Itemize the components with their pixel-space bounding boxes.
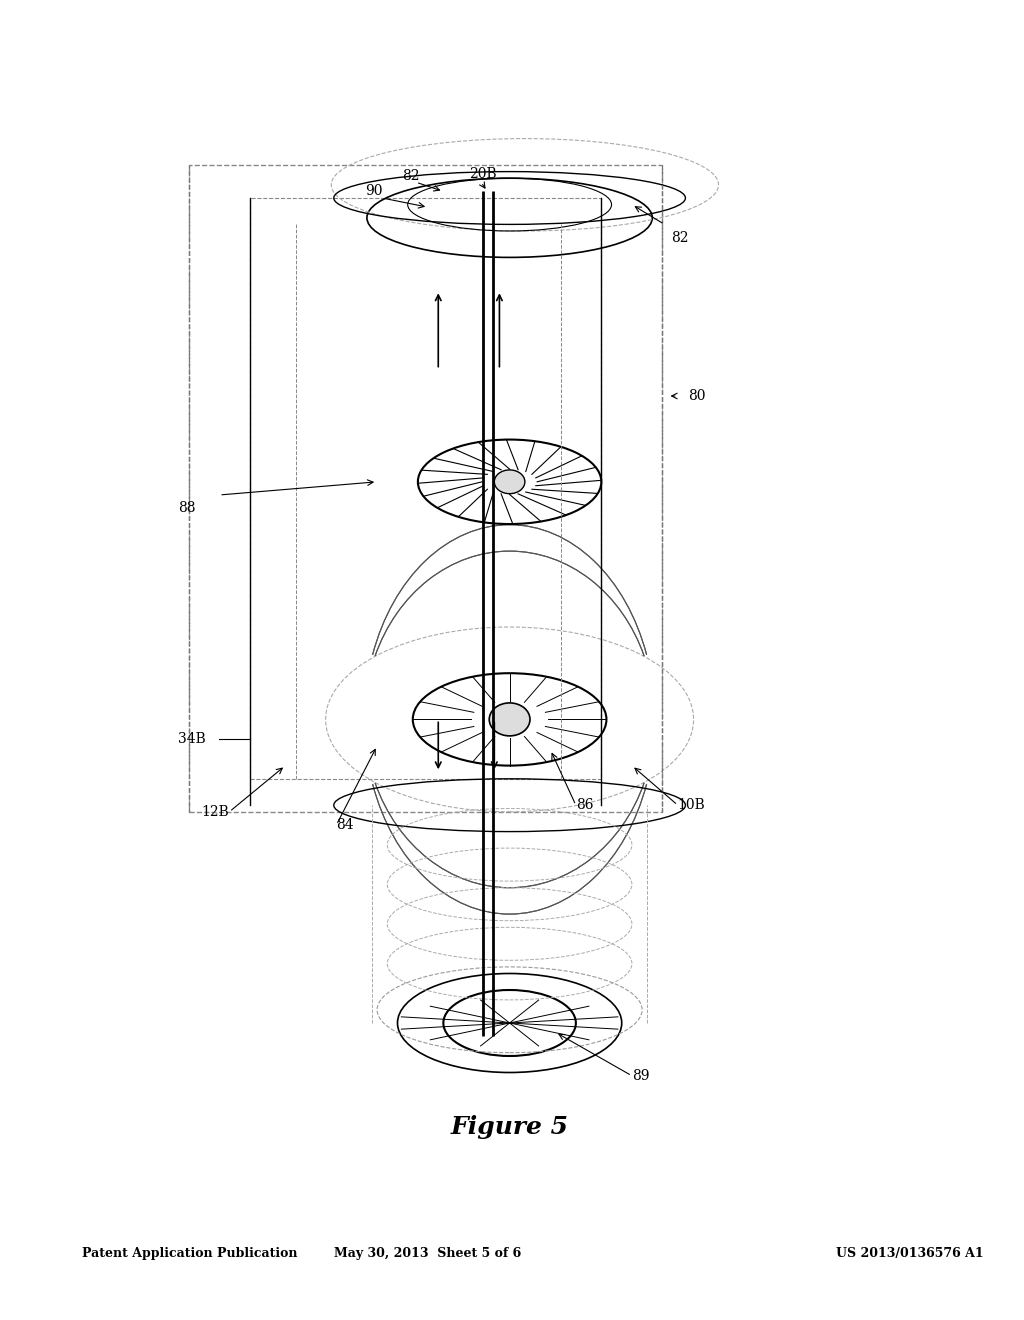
Text: 84: 84 xyxy=(336,818,354,832)
Text: 88: 88 xyxy=(178,502,196,515)
Text: 90: 90 xyxy=(365,185,382,198)
Text: 34B: 34B xyxy=(178,733,206,746)
Text: 10B: 10B xyxy=(678,799,706,812)
Text: 82: 82 xyxy=(671,231,688,244)
Text: 20B: 20B xyxy=(469,168,497,181)
Text: 82: 82 xyxy=(402,169,420,182)
Text: 86: 86 xyxy=(575,799,593,812)
Text: May 30, 2013  Sheet 5 of 6: May 30, 2013 Sheet 5 of 6 xyxy=(335,1247,521,1261)
Text: 80: 80 xyxy=(688,389,706,403)
Ellipse shape xyxy=(489,702,530,737)
Text: Patent Application Publication: Patent Application Publication xyxy=(82,1247,297,1261)
Text: US 2013/0136576 A1: US 2013/0136576 A1 xyxy=(836,1247,983,1261)
Text: 12B: 12B xyxy=(202,805,229,818)
Text: Figure 5: Figure 5 xyxy=(451,1115,568,1139)
Text: 89: 89 xyxy=(632,1069,649,1082)
Ellipse shape xyxy=(495,470,525,494)
